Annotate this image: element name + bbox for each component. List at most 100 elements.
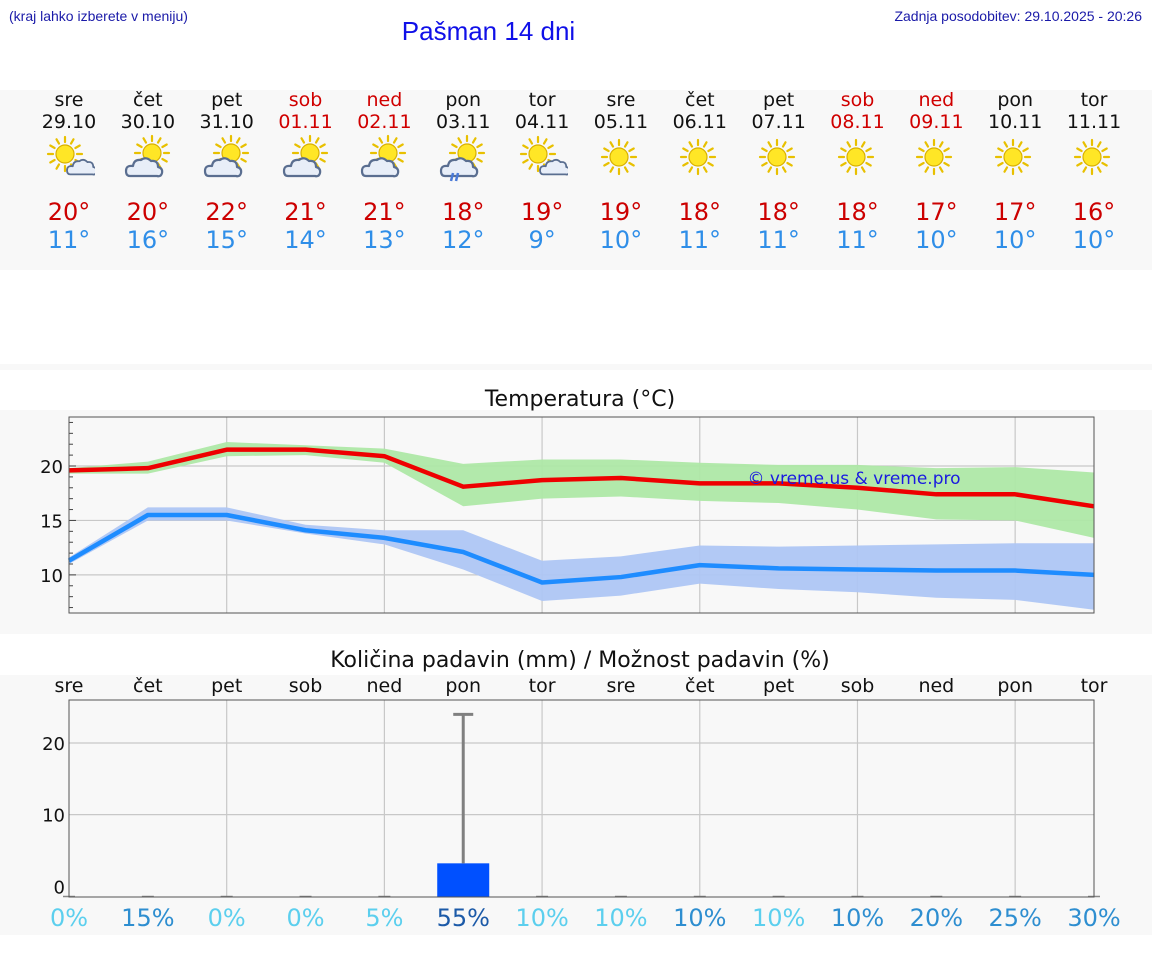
day-date: 11.11 — [1066, 111, 1122, 133]
sun-icon — [834, 133, 884, 197]
min-temp: 10° — [1072, 226, 1116, 254]
precip-probability: 30% — [1067, 904, 1121, 932]
day-name: čet — [685, 89, 715, 111]
precip-day-label: sre — [54, 675, 84, 697]
day-date: 09.11 — [909, 111, 964, 133]
precip-probability: 0% — [286, 904, 325, 932]
max-temp: 22° — [205, 198, 248, 226]
day-date: 07.11 — [751, 111, 806, 133]
precip-probability: 10% — [515, 904, 569, 932]
precip-probability: 55% — [436, 904, 490, 932]
min-temp: 9° — [528, 226, 556, 254]
sun-icon — [597, 133, 647, 197]
day-date: 04.11 — [514, 111, 570, 133]
y-tick-label: 10 — [40, 566, 63, 587]
sun-icon — [755, 133, 805, 197]
max-temp: 17° — [993, 198, 1037, 226]
sun-icon — [991, 133, 1041, 197]
day-date: 01.11 — [278, 111, 333, 133]
day-date: 29.10 — [41, 111, 97, 133]
y-tick-label: 15 — [40, 511, 63, 532]
day-date: 31.10 — [199, 111, 254, 133]
day-name: ned — [918, 89, 955, 111]
watermark: © vreme.us & vreme.pro — [747, 469, 960, 489]
min-temp: 12° — [441, 226, 485, 254]
precip-day-label: sre — [606, 675, 636, 697]
precip-chart-title: Količina padavin (mm) / Možnost padavin … — [330, 648, 830, 673]
cloud-sun-rain-icon — [439, 133, 489, 197]
day-name: pet — [211, 89, 243, 111]
precip-day-label: sob — [840, 675, 875, 697]
min-temp-line — [67, 512, 1095, 585]
cloud-sun-icon — [124, 133, 174, 197]
sun-icon — [1070, 133, 1120, 197]
day-name: pon — [997, 89, 1034, 111]
precip-probability: 10% — [594, 904, 648, 932]
y-tick-label: 10 — [42, 806, 65, 827]
min-temp: 11° — [836, 226, 879, 254]
temperature-chart-title: Temperatura (°C) — [484, 387, 676, 412]
precip-day-label: čet — [133, 675, 163, 697]
day-name: pet — [763, 89, 795, 111]
min-temp: 11° — [757, 226, 800, 254]
precip-day-label: pon — [997, 675, 1034, 697]
location-hint: (kraj lahko izberete v meniju) — [9, 8, 188, 24]
precip-probability: 25% — [988, 904, 1042, 932]
precip-day-label: pon — [445, 675, 482, 697]
sun-icon — [912, 133, 962, 197]
cloud-sun-icon — [360, 133, 410, 197]
max-temp-line — [68, 447, 1095, 509]
min-temp: 10° — [915, 226, 958, 254]
precip-day-label: tor — [528, 675, 556, 697]
max-temp: 16° — [1072, 198, 1116, 226]
plot-frame — [68, 416, 1095, 614]
min-temp: 11° — [47, 226, 91, 254]
y-tick-label: 20 — [40, 457, 63, 478]
cloud-sun-icon — [282, 133, 332, 197]
precip-probability: 15% — [121, 904, 175, 932]
precip-day-label: ned — [918, 675, 955, 697]
day-name: sre — [54, 89, 84, 111]
page-title: Pašman 14 dni — [401, 16, 576, 46]
day-name: ned — [366, 89, 403, 111]
day-date: 02.11 — [357, 111, 412, 133]
max-temp: 21° — [284, 198, 327, 226]
day-date: 05.11 — [593, 111, 649, 133]
day-name: pon — [445, 89, 482, 111]
max-temp: 19° — [599, 198, 643, 226]
precip-day-label: sob — [288, 675, 323, 697]
max-temp: 21° — [363, 198, 406, 226]
precip-day-label: ned — [366, 675, 403, 697]
precip-probability: 10% — [751, 904, 806, 932]
max-temp: 18° — [757, 198, 800, 226]
plot-area — [69, 700, 1094, 897]
max-temp: 18° — [678, 198, 722, 226]
day-date: 08.11 — [830, 111, 885, 133]
day-name: sob — [288, 89, 323, 111]
day-date: 30.10 — [120, 111, 176, 133]
y-tick-label: 0 — [54, 877, 65, 898]
cloud-sun-icon — [203, 133, 253, 197]
precip-day-label: tor — [1080, 675, 1108, 697]
max-temp: 17° — [915, 198, 958, 226]
precip-probability: 0% — [207, 904, 246, 932]
day-name: tor — [528, 89, 556, 111]
max-temp: 20° — [126, 198, 170, 226]
min-temp: 10° — [993, 226, 1037, 254]
sun-cloud-small-icon — [518, 133, 571, 197]
precip-day-label: pet — [763, 675, 795, 697]
forecast-band — [0, 90, 1152, 270]
precip-probability: 10% — [673, 904, 727, 932]
divider-band — [0, 364, 1152, 370]
min-temp: 14° — [284, 226, 327, 254]
max-temp: 20° — [47, 198, 91, 226]
day-name: sre — [606, 89, 636, 111]
min-temp: 16° — [126, 226, 170, 254]
max-temp: 19° — [520, 198, 564, 226]
day-name: čet — [133, 89, 163, 111]
precip-probability: 10% — [830, 904, 885, 932]
y-tick-label: 20 — [42, 734, 65, 755]
plot-frame — [68, 699, 1095, 898]
